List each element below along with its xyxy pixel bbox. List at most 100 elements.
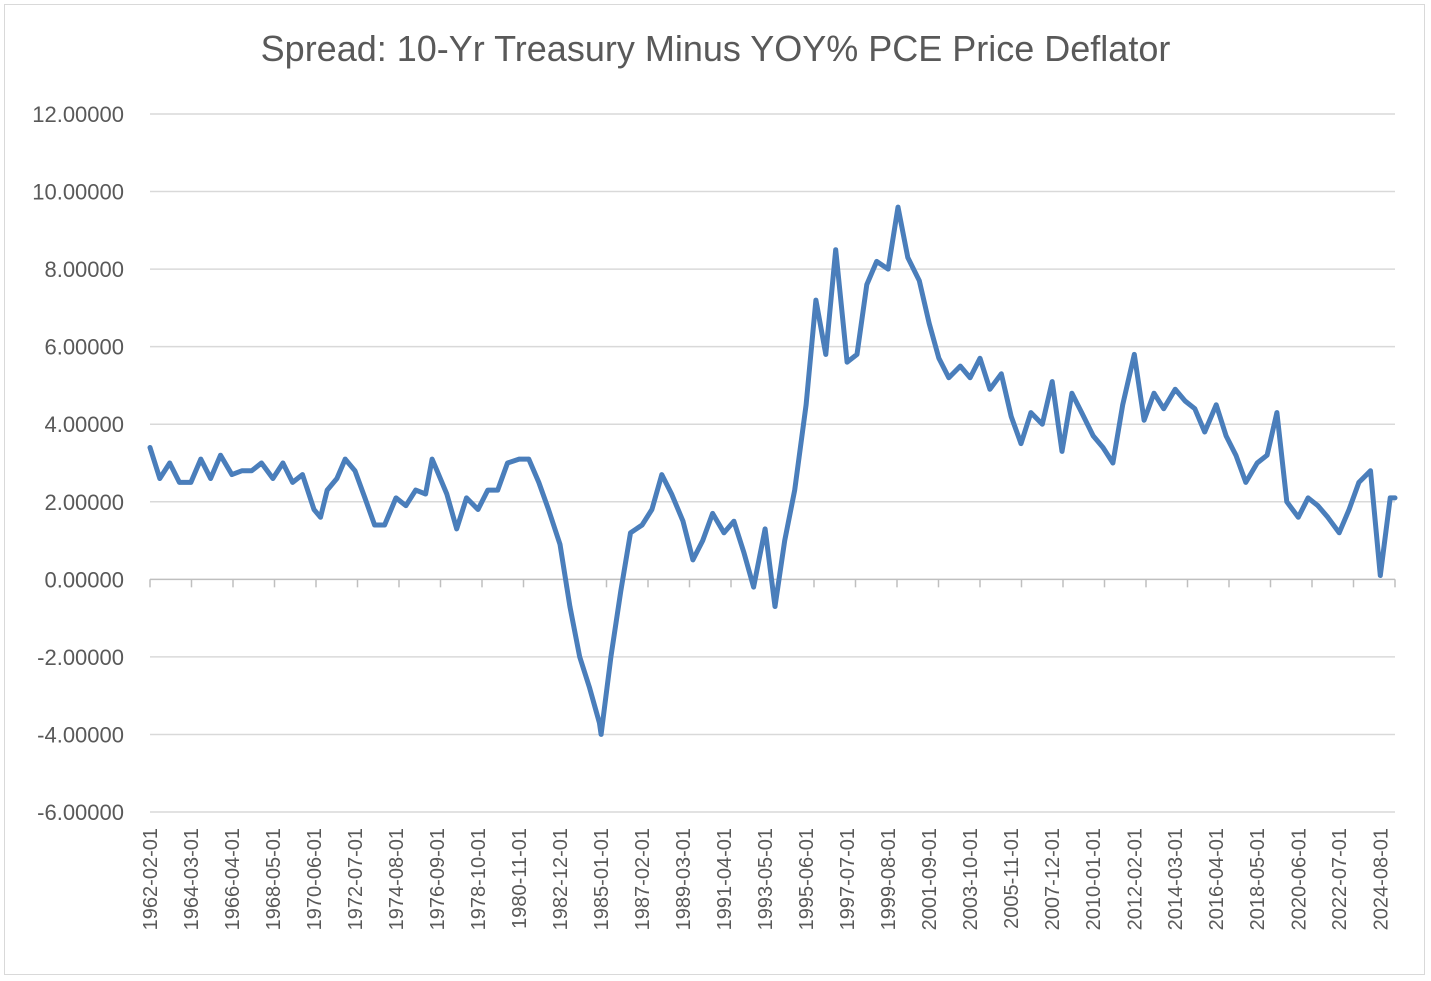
data-point xyxy=(700,538,705,543)
data-point xyxy=(1192,406,1198,411)
data-point xyxy=(762,526,768,532)
data-point xyxy=(259,460,264,466)
x-tick-label: 1968-05-01 xyxy=(263,828,285,930)
data-point xyxy=(598,732,604,737)
data-point xyxy=(958,363,963,369)
data-point xyxy=(1346,507,1352,512)
x-tick-label: 1976-09-01 xyxy=(427,828,449,930)
data-point xyxy=(505,460,510,466)
data-point xyxy=(1243,480,1248,485)
data-point xyxy=(864,282,869,287)
data-point xyxy=(936,356,942,361)
data-point xyxy=(413,487,418,493)
data-point xyxy=(334,476,340,481)
data-point xyxy=(669,491,674,497)
data-point xyxy=(999,371,1004,377)
data-point xyxy=(239,468,244,473)
x-tick-label: 1970-06-01 xyxy=(304,828,326,930)
x-tick-label: 1974-08-01 xyxy=(386,828,408,930)
data-point xyxy=(454,526,459,532)
data-point xyxy=(628,530,633,535)
data-point xyxy=(352,468,358,473)
data-point xyxy=(772,604,778,609)
data-point xyxy=(926,321,932,326)
x-tick-label: 2005-11-01 xyxy=(1001,828,1023,929)
data-point xyxy=(444,491,450,497)
data-point xyxy=(977,356,983,361)
data-point xyxy=(1059,449,1065,454)
data-point xyxy=(639,522,645,528)
data-point xyxy=(917,278,922,283)
data-point xyxy=(1110,460,1116,466)
data-point xyxy=(1069,391,1075,396)
y-tick-label: 6.00000 xyxy=(44,335,124,360)
data-point xyxy=(608,654,614,660)
data-point xyxy=(546,507,551,512)
data-point xyxy=(403,503,409,508)
data-point xyxy=(844,359,850,365)
data-point xyxy=(382,522,387,528)
data-point xyxy=(1274,410,1280,415)
series-line xyxy=(147,204,1398,737)
data-point xyxy=(249,468,254,473)
data-point xyxy=(157,476,162,481)
data-point xyxy=(1337,530,1342,535)
data-point xyxy=(557,542,563,547)
data-point xyxy=(1356,480,1362,485)
data-point xyxy=(751,584,756,590)
x-tick-label: 2016-04-01 xyxy=(1206,828,1228,930)
data-point xyxy=(1009,414,1014,419)
gridlines xyxy=(150,113,1395,813)
data-point xyxy=(372,522,377,528)
data-point xyxy=(342,456,348,462)
data-point xyxy=(1233,453,1239,458)
data-point xyxy=(1296,515,1301,520)
data-point xyxy=(1325,515,1330,520)
y-tick-label: 4.00000 xyxy=(44,412,124,437)
x-tick-label: 1989-03-01 xyxy=(673,828,695,930)
data-point xyxy=(987,387,993,392)
data-point xyxy=(1254,460,1260,466)
data-point xyxy=(813,297,819,303)
x-tick-label: 2014-03-01 xyxy=(1165,828,1187,930)
data-point xyxy=(475,507,481,512)
x-tick-label: 2020-06-01 xyxy=(1288,828,1310,930)
x-tick-label: 1999-08-01 xyxy=(878,828,900,930)
x-tick-label: 2024-08-01 xyxy=(1370,828,1392,930)
data-point xyxy=(429,456,435,462)
data-point xyxy=(167,460,172,466)
x-tick-label: 1972-07-01 xyxy=(345,828,367,930)
data-point xyxy=(833,247,838,252)
data-point xyxy=(218,453,223,458)
data-point xyxy=(1172,387,1178,392)
x-tick-label: 1964-03-01 xyxy=(181,828,203,930)
data-point xyxy=(270,476,276,481)
y-axis-ticks: 12.00000 10.00000 8.00000 6.00000 4.00000 2.0… xyxy=(32,102,124,825)
data-point xyxy=(1018,441,1024,446)
data-point xyxy=(577,654,582,660)
x-tick-label: 2012-02-01 xyxy=(1124,828,1146,930)
data-point xyxy=(823,352,829,357)
data-point xyxy=(803,402,809,408)
y-tick-label: 10.00000 xyxy=(32,180,124,205)
data-point xyxy=(854,352,860,357)
data-point xyxy=(290,480,295,485)
data-point xyxy=(1202,429,1207,435)
data-point xyxy=(967,375,973,380)
data-point xyxy=(464,495,469,501)
data-point xyxy=(587,685,592,691)
data-point xyxy=(177,480,182,485)
data-point xyxy=(597,720,602,726)
data-point xyxy=(721,530,727,535)
data-point xyxy=(208,476,213,481)
data-point xyxy=(300,472,305,477)
data-point xyxy=(1378,573,1383,578)
data-point xyxy=(198,456,204,462)
y-tick-label: 8.00000 xyxy=(44,257,124,282)
data-point xyxy=(526,456,532,462)
data-point xyxy=(741,549,746,555)
data-point xyxy=(1141,418,1147,423)
data-point xyxy=(362,495,368,501)
data-point xyxy=(1079,410,1084,415)
